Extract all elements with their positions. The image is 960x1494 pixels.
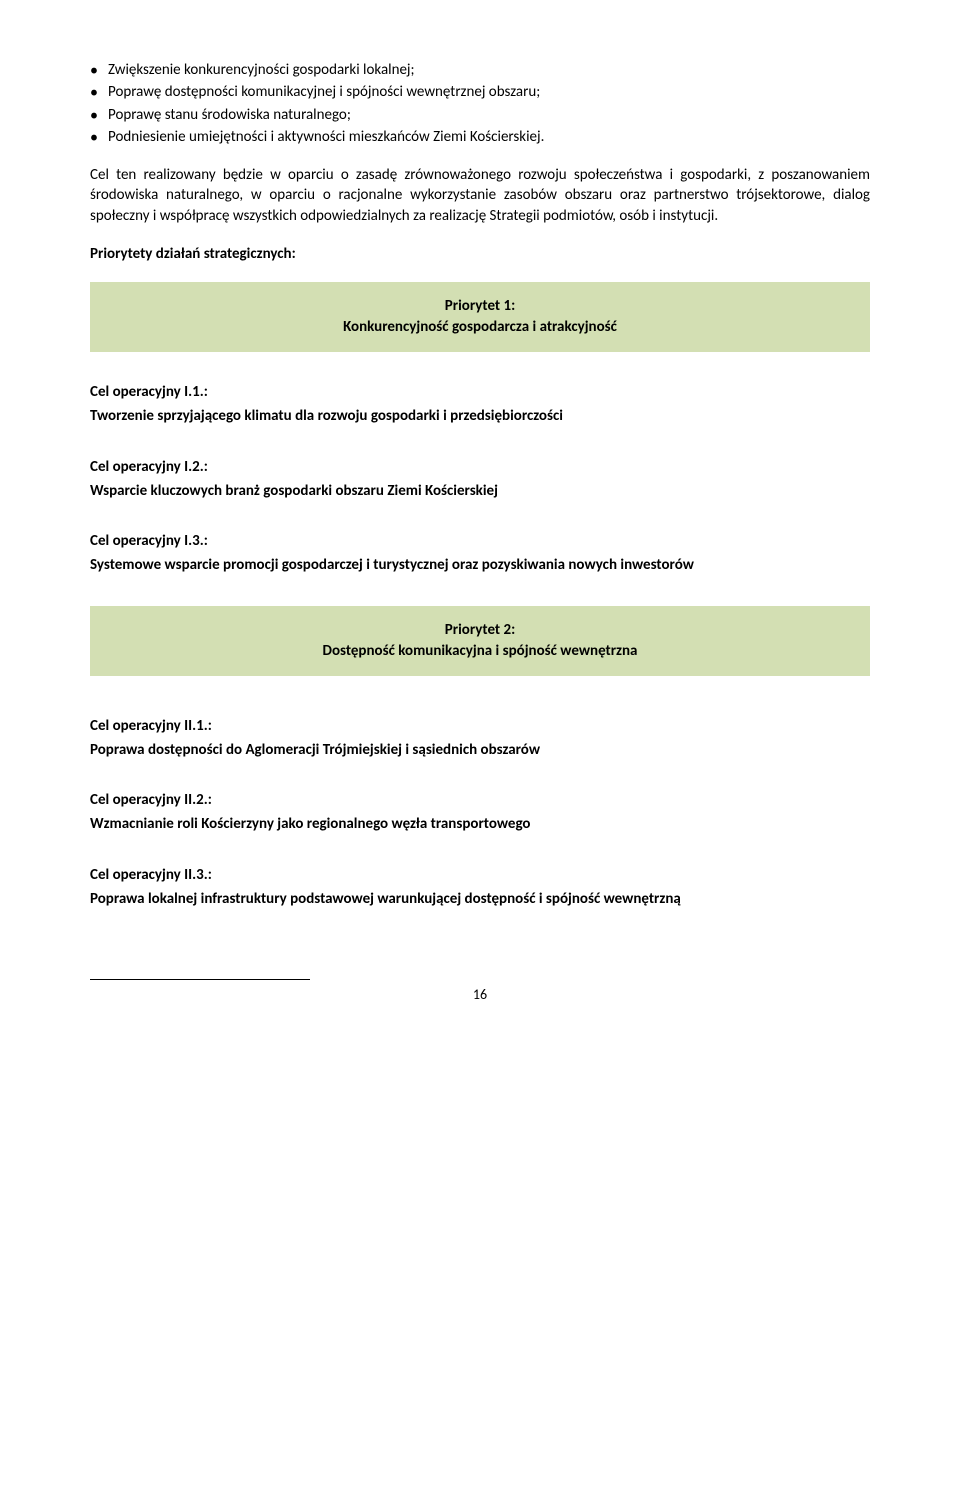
cel-ii2-text: Wzmacnianie roli Kościerzyny jako region… (90, 814, 870, 834)
cel-i1-label: Cel operacyjny I.1.: (90, 382, 870, 402)
body-paragraph: Cel ten realizowany będzie w oparciu o z… (90, 165, 870, 226)
cel-ii1-block: Cel operacyjny II.1.: Poprawa dostępnośc… (90, 716, 870, 761)
cel-i2-block: Cel operacyjny I.2.: Wsparcie kluczowych… (90, 457, 870, 502)
page-number: 16 (90, 986, 870, 1005)
priority-2-box: Priorytet 2: Dostępność komunikacyjna i … (90, 606, 870, 676)
bullet-item: Poprawę stanu środowiska naturalnego; (90, 105, 870, 125)
cel-i2-label: Cel operacyjny I.2.: (90, 457, 870, 477)
priority-2-line2: Dostępność komunikacyjna i spójność wewn… (100, 641, 860, 662)
bullet-list: Zwiększenie konkurencyjności gospodarki … (90, 60, 870, 147)
cel-ii2-block: Cel operacyjny II.2.: Wzmacnianie roli K… (90, 790, 870, 835)
priority-1-box: Priorytet 1: Konkurencyjność gospodarcza… (90, 282, 870, 352)
cel-ii2-label: Cel operacyjny II.2.: (90, 790, 870, 810)
cel-ii1-text: Poprawa dostępności do Aglomeracji Trójm… (90, 740, 870, 760)
cel-ii3-label: Cel operacyjny II.3.: (90, 865, 870, 885)
cel-ii3-block: Cel operacyjny II.3.: Poprawa lokalnej i… (90, 865, 870, 910)
cel-i1-text: Tworzenie sprzyjającego klimatu dla rozw… (90, 406, 870, 426)
bullet-item: Zwiększenie konkurencyjności gospodarki … (90, 60, 870, 80)
cel-ii1-label: Cel operacyjny II.1.: (90, 716, 870, 736)
priority-2-line1: Priorytet 2: (100, 620, 860, 641)
priority-1-line1: Priorytet 1: (100, 296, 860, 317)
cel-ii3-text: Poprawa lokalnej infrastruktury podstawo… (90, 889, 870, 909)
cel-i1-block: Cel operacyjny I.1.: Tworzenie sprzyjają… (90, 382, 870, 427)
priority-1-line2: Konkurencyjność gospodarcza i atrakcyjno… (100, 317, 860, 338)
footer-rule (90, 979, 310, 980)
bullet-item: Podniesienie umiejętności i aktywności m… (90, 127, 870, 147)
cel-i3-block: Cel operacyjny I.3.: Systemowe wsparcie … (90, 531, 870, 576)
priorities-header: Priorytety działań strategicznych: (90, 244, 870, 264)
cel-i3-text: Systemowe wsparcie promocji gospodarczej… (90, 555, 870, 575)
cel-i2-text: Wsparcie kluczowych branż gospodarki obs… (90, 481, 870, 501)
bullet-item: Poprawę dostępności komunikacyjnej i spó… (90, 82, 870, 102)
cel-i3-label: Cel operacyjny I.3.: (90, 531, 870, 551)
